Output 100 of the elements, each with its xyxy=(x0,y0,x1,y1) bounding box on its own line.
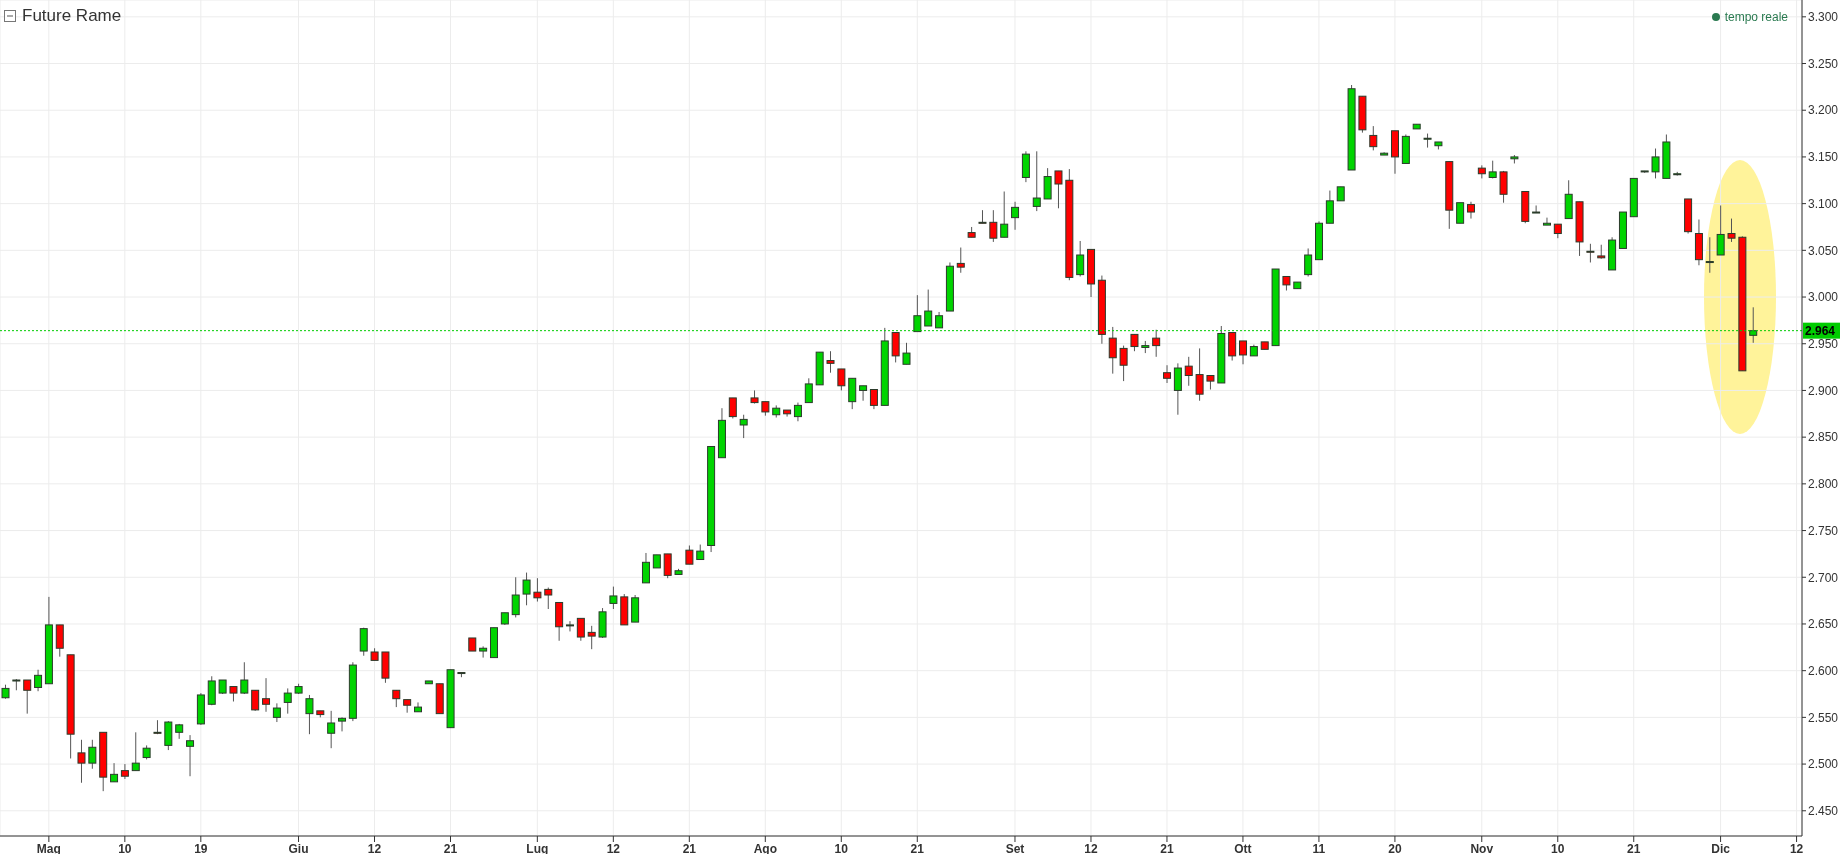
x-tick-label: 10 xyxy=(834,841,849,854)
candlestick xyxy=(88,739,97,770)
candlestick xyxy=(1586,243,1595,263)
candlestick xyxy=(479,645,488,659)
candlestick xyxy=(262,677,271,713)
candlestick xyxy=(804,377,813,404)
x-tick-label: 10 xyxy=(1551,841,1565,854)
candlestick xyxy=(23,679,32,715)
candlestick xyxy=(728,397,737,419)
x-tick-label: Giu xyxy=(288,841,309,854)
candlestick xyxy=(283,687,292,715)
candlestick xyxy=(739,414,748,439)
y-tick-label: 3.050 xyxy=(1808,243,1839,258)
y-tick-label: 2.500 xyxy=(1808,757,1839,772)
candlestick xyxy=(1032,150,1041,212)
candlestick xyxy=(1499,170,1508,204)
candlestick xyxy=(924,289,933,327)
candlestick xyxy=(1184,356,1193,387)
candlestick xyxy=(186,734,195,777)
x-tick-label: 21 xyxy=(910,841,925,854)
candlestick xyxy=(120,763,129,780)
candlestick xyxy=(1163,364,1172,384)
candlestick xyxy=(859,385,868,402)
x-tick-label: 12 xyxy=(1084,841,1098,854)
annotation: tempo reale xyxy=(1724,10,1788,24)
x-tick-label: 21 xyxy=(1627,841,1641,854)
x-tick-label: 21 xyxy=(443,841,458,854)
y-tick-label: 3.300 xyxy=(1808,10,1839,25)
x-tick-label: 21 xyxy=(682,841,697,854)
x-tick-label: 12 xyxy=(367,841,382,854)
x-tick-label: 12 xyxy=(1789,841,1804,854)
candlestick xyxy=(1532,205,1541,214)
candlestick xyxy=(1304,247,1313,277)
candlestick xyxy=(164,720,173,751)
candlestick xyxy=(685,545,694,565)
y-tick-label: 2.750 xyxy=(1808,523,1839,538)
candlestick xyxy=(1011,201,1020,231)
candlestick xyxy=(793,402,802,422)
candlestick xyxy=(110,762,119,783)
candlestick xyxy=(1228,332,1237,362)
candlestick xyxy=(1173,362,1182,416)
candlestick xyxy=(1705,236,1714,274)
candlestick xyxy=(869,389,878,410)
y-tick-label: 2.950 xyxy=(1808,337,1839,351)
candlestick xyxy=(533,577,542,603)
x-tick-label: 20 xyxy=(1388,841,1402,854)
candlestick xyxy=(522,572,531,606)
candlestick xyxy=(663,553,672,579)
y-tick-label: 2.800 xyxy=(1808,477,1839,492)
y-tick-label: 3.250 xyxy=(1808,56,1839,71)
candlestick xyxy=(826,350,835,374)
candlestick xyxy=(1021,150,1030,183)
candlestick xyxy=(77,739,86,784)
candlestick xyxy=(131,731,140,772)
y-tick-label: 2.650 xyxy=(1808,617,1839,632)
ref-line-label: 2.964 xyxy=(1805,323,1836,338)
candlestick xyxy=(848,377,857,410)
candlestick xyxy=(1542,217,1551,226)
y-tick-label: 3.100 xyxy=(1808,196,1839,211)
x-tick-label: Nov xyxy=(1470,841,1494,854)
candlestick xyxy=(1119,345,1128,382)
candlestick xyxy=(565,620,574,632)
y-tick-label: 2.850 xyxy=(1808,430,1839,445)
candlestick xyxy=(1456,202,1465,224)
chart-title: Future Rame xyxy=(22,6,122,26)
candlestick xyxy=(587,625,596,650)
candlestick xyxy=(1054,170,1063,209)
y-tick-label: 2.900 xyxy=(1808,383,1839,398)
x-tick-label: 21 xyxy=(1160,841,1174,854)
candlestick xyxy=(1466,201,1475,220)
candlestick xyxy=(34,669,43,692)
x-tick-label: 12 xyxy=(606,841,621,854)
candlestick xyxy=(1076,240,1085,277)
candlestick xyxy=(978,209,987,224)
candlestick xyxy=(837,368,846,391)
candlestick xyxy=(609,586,618,610)
candlestick xyxy=(338,716,347,732)
candlestick xyxy=(1727,218,1736,243)
x-tick-label: Ott xyxy=(1234,841,1252,854)
candlestick xyxy=(511,576,520,618)
y-tick-label: 2.450 xyxy=(1808,804,1839,819)
candlestick xyxy=(891,332,900,363)
y-tick-label: 3.150 xyxy=(1808,150,1839,165)
x-tick-label: 11 xyxy=(1312,841,1326,854)
y-tick-label: 3.200 xyxy=(1808,103,1839,118)
candlestick xyxy=(1369,125,1378,151)
x-tick-label: 10 xyxy=(118,841,132,854)
candlestick xyxy=(207,675,216,706)
y-tick-label: 2.550 xyxy=(1808,710,1839,725)
candlestick xyxy=(1325,190,1334,224)
candlestick xyxy=(956,247,965,274)
candlestick xyxy=(1651,148,1660,179)
candlestick xyxy=(272,702,281,723)
candlestick xyxy=(989,209,998,243)
y-tick-label: 2.700 xyxy=(1808,570,1839,585)
x-tick-label: Set xyxy=(1005,841,1025,854)
candlestick xyxy=(1108,326,1117,375)
candlestick xyxy=(55,624,64,658)
candlestick xyxy=(359,627,368,657)
y-tick-label: 2.600 xyxy=(1808,663,1839,678)
